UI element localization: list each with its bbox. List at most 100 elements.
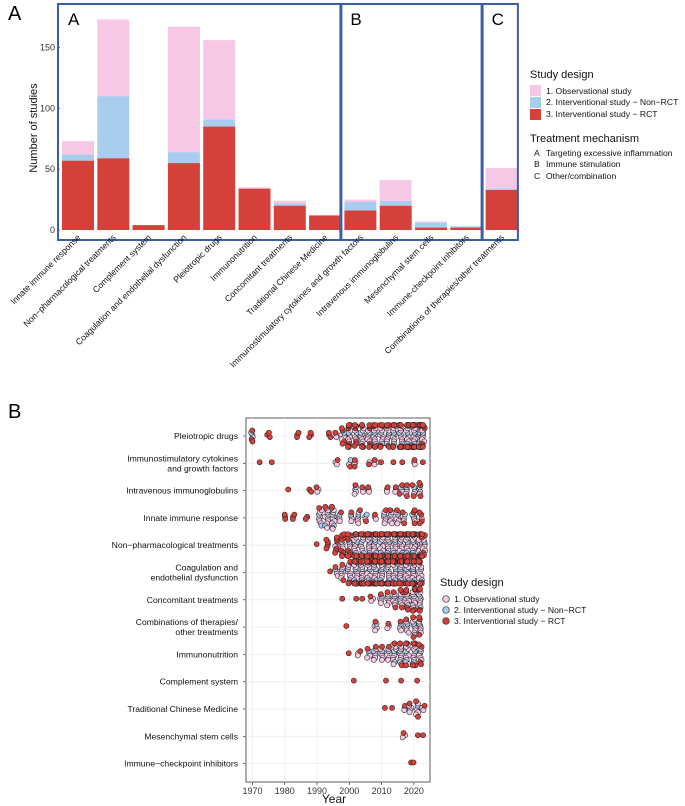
study-point (403, 662, 409, 669)
study-point (357, 507, 363, 514)
study-point (409, 531, 416, 538)
panel-b-points (248, 422, 428, 766)
study-point (416, 509, 423, 516)
panel-b-row-label: Non−pharmacological treatments (112, 540, 238, 550)
study-point (405, 606, 411, 613)
study-point (378, 580, 385, 587)
study-point (415, 732, 421, 739)
study-point (332, 429, 339, 436)
study-point (353, 595, 360, 602)
mechanism-frame-letter: A (68, 10, 80, 29)
study-point (398, 677, 404, 684)
legend-b-observational-dot (442, 595, 450, 603)
legend-a-mechanism-label-a: Targeting excessive inflammation (546, 148, 673, 158)
panel-b-row-label: Combinations of therapies/other treatmen… (136, 617, 239, 637)
study-point (390, 558, 396, 565)
bar-segment (485, 188, 518, 190)
bar-segment (62, 154, 94, 161)
study-point (370, 657, 377, 663)
study-point (363, 518, 369, 525)
mechanism-frame (480, 3, 519, 241)
panel-b-row-label: Immune−checkpoint inhibitors (124, 759, 238, 769)
study-point (397, 422, 404, 428)
study-point (339, 440, 346, 447)
study-point (344, 531, 351, 538)
study-point (350, 677, 357, 684)
study-point (339, 553, 345, 560)
study-point (336, 518, 343, 525)
bar-segment (97, 19, 130, 97)
study-point (399, 459, 406, 466)
study-point (382, 705, 388, 711)
study-point (404, 558, 411, 565)
study-point (379, 643, 385, 650)
panel-a-category-label: Innate immune response (8, 232, 82, 306)
study-point (266, 429, 272, 436)
study-point (410, 607, 416, 614)
bar-segment (344, 199, 377, 203)
bar-segment (379, 205, 412, 230)
study-point (377, 600, 384, 606)
study-point (334, 457, 341, 463)
panel-b-x-axis-title: Year (322, 792, 346, 806)
study-point (359, 444, 365, 450)
legend-b-nonrct-label: 2. Interventional study − Non−RCT (454, 605, 587, 615)
study-point (372, 558, 378, 565)
panel-b-row-label: Immunonutrition (176, 649, 238, 659)
study-point (340, 577, 347, 584)
mechanism-frame-letter: B (350, 10, 361, 29)
study-point (359, 595, 366, 602)
bar-segment (132, 225, 165, 230)
study-point (419, 553, 425, 560)
study-point (325, 429, 332, 436)
study-point (338, 509, 344, 516)
panel-a-category-label: Mesenchymal stem cells (362, 232, 435, 305)
study-point (344, 553, 351, 560)
legend-a-mechanism-title: Treatment mechanism (530, 133, 639, 145)
legend-a-nonrct-swatch (530, 97, 541, 108)
bar-segment (450, 227, 483, 230)
study-point (405, 629, 412, 636)
study-point (345, 650, 352, 657)
study-point (394, 520, 401, 527)
study-point (399, 604, 405, 611)
study-point (387, 507, 394, 514)
panel-a-y-tick-label: 100 (40, 103, 55, 113)
panel-a-y-tick-label: 50 (45, 164, 55, 174)
panel-b-x-tick-label: 1980 (275, 786, 295, 796)
panel-b-row-label: Concomitant treatments (147, 595, 238, 605)
study-point (333, 534, 340, 541)
study-point (379, 657, 385, 663)
panel-b-row-label: Pleiotropic drugs (174, 431, 238, 441)
panel-b-row-label: Traditional Chinese Medicine (127, 704, 238, 714)
study-point (351, 580, 358, 587)
study-point (352, 482, 359, 488)
study-point (371, 457, 378, 463)
study-point (384, 531, 390, 538)
study-point (385, 657, 391, 663)
study-point (403, 616, 410, 623)
study-point (416, 480, 423, 486)
legend-a-observational-swatch (530, 85, 541, 96)
legend-b-rct-label: 3. Interventional study − RCT (454, 616, 566, 626)
panel-a-y-ticks: 0 50 100 150 (40, 42, 60, 235)
legend-b-observational-label: 1. Observational study (454, 594, 540, 604)
study-point (406, 700, 413, 707)
study-point (385, 553, 391, 560)
study-point (249, 438, 256, 445)
panel-b-letter: B (8, 401, 21, 423)
study-point (403, 587, 410, 593)
study-point (295, 429, 302, 436)
study-point (384, 422, 390, 428)
study-point (249, 427, 256, 434)
study-point (410, 558, 417, 565)
study-point (372, 444, 378, 450)
study-point (332, 564, 339, 570)
study-point (354, 652, 361, 659)
study-point (313, 541, 320, 547)
study-point (404, 482, 410, 488)
study-point (384, 589, 391, 595)
study-point (397, 553, 404, 560)
legend-a-nonrct-label: 2. Interventional study − Non−RCT (546, 97, 679, 107)
study-point (396, 580, 403, 587)
